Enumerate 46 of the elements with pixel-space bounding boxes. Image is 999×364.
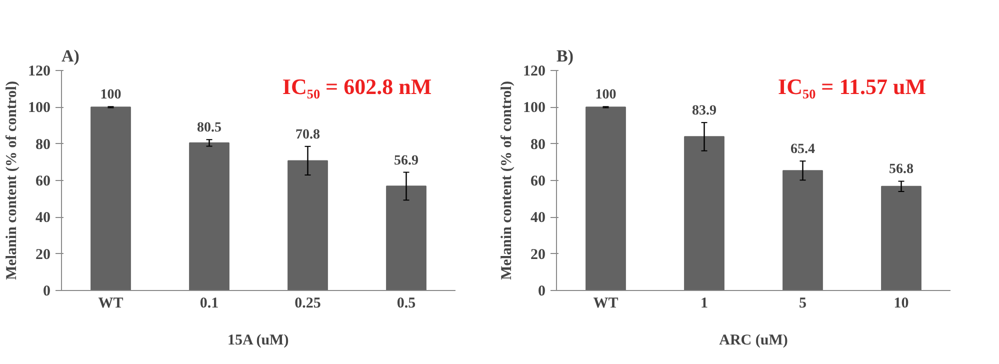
y-tick-label: 80 xyxy=(530,136,546,153)
y-tick-label: 0 xyxy=(538,284,546,300)
x-tick-label: 0.25 xyxy=(294,296,321,312)
data-label: 70.8 xyxy=(296,127,320,142)
y-tick-label: 100 xyxy=(523,100,546,116)
y-tick-label: 120 xyxy=(28,64,50,80)
bar xyxy=(586,106,626,290)
y-tick-label: 60 xyxy=(36,174,50,190)
data-label: 100 xyxy=(595,88,616,103)
x-tick-label: 0.1 xyxy=(200,296,219,312)
y-tick-label: 40 xyxy=(36,210,50,226)
data-label: 83.9 xyxy=(692,104,716,119)
annotation: IC₅₀ = 602.8 nM xyxy=(282,74,432,99)
y-tick-label: 20 xyxy=(36,246,50,263)
y-tick-label: 60 xyxy=(530,174,546,190)
bar xyxy=(782,170,823,290)
chart-title: B) xyxy=(556,46,574,66)
bar xyxy=(684,136,724,290)
bar xyxy=(189,142,230,290)
x-tick-label: WT xyxy=(593,296,618,312)
y-tick-label: 0 xyxy=(43,284,50,300)
bar xyxy=(881,186,922,290)
y-tick-label: 100 xyxy=(28,100,50,116)
y-tick-label: 20 xyxy=(530,246,546,263)
data-label: 100 xyxy=(100,88,122,103)
data-label: 65.4 xyxy=(790,142,815,158)
bar xyxy=(386,186,426,290)
data-label: 56.8 xyxy=(889,162,914,178)
annotation: IC₅₀ = 11.57 uM xyxy=(778,74,926,99)
data-label: 56.9 xyxy=(394,153,418,168)
x-tick-label: WT xyxy=(98,296,124,312)
bar xyxy=(90,106,131,290)
y-axis-title: Melanin content (% of control) xyxy=(4,81,20,280)
chart-title: A) xyxy=(62,46,80,66)
y-axis-title: Melanin content (% of control) xyxy=(499,81,515,280)
x-tick-label: 0.5 xyxy=(396,296,416,312)
y-tick-label: 40 xyxy=(530,210,546,226)
y-tick-label: 120 xyxy=(523,64,546,80)
x-axis-title: 15A (uM) xyxy=(227,332,289,348)
x-axis-title: ARC (uM) xyxy=(719,332,788,348)
x-tick-label: 10 xyxy=(894,296,909,312)
data-label: 80.5 xyxy=(197,120,222,136)
x-tick-label: 1 xyxy=(700,296,708,312)
x-tick-label: 5 xyxy=(799,296,806,312)
y-tick-label: 80 xyxy=(36,136,50,153)
bar xyxy=(288,160,328,290)
